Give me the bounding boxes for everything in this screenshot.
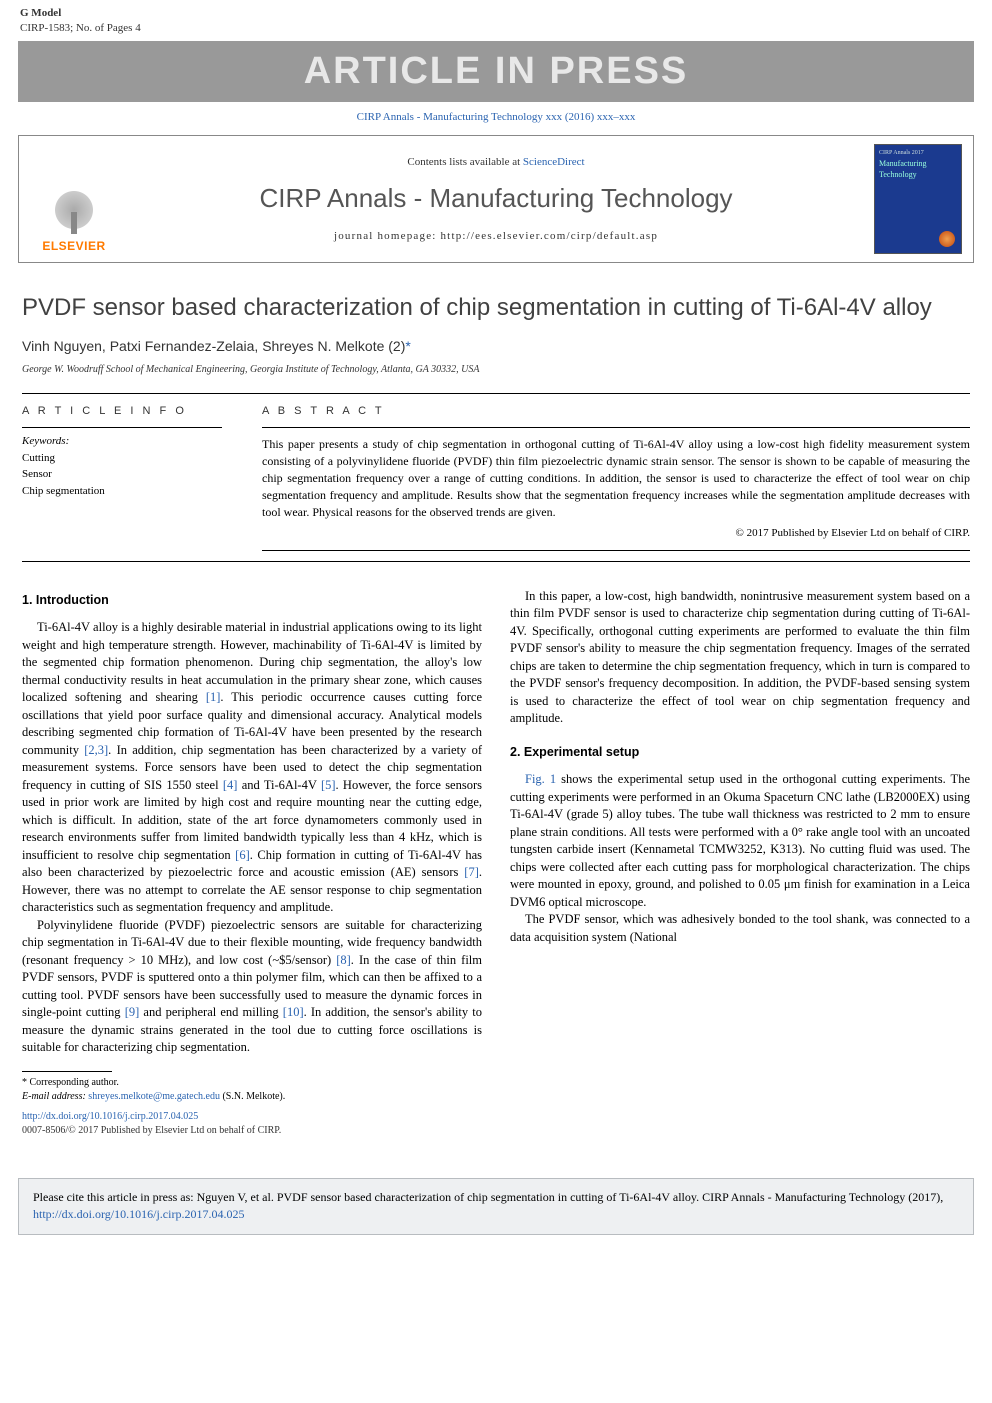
citation-link[interactable]: [7] — [464, 865, 479, 879]
doi-link[interactable]: http://dx.doi.org/10.1016/j.cirp.2017.04… — [22, 1110, 482, 1124]
citation-link[interactable]: [8] — [336, 953, 351, 967]
journal-name: CIRP Annals - Manufacturing Technology — [137, 180, 855, 216]
rule-mid — [22, 561, 970, 562]
article-title: PVDF sensor based characterization of ch… — [22, 293, 970, 323]
contents-available-line: Contents lists available at ScienceDirec… — [137, 155, 855, 170]
cover-line3: Technology — [879, 171, 957, 180]
publisher-logo-area: ELSEVIER — [19, 136, 129, 262]
article-info-heading: A R T I C L E I N F O — [22, 404, 222, 419]
elsevier-tree-icon — [44, 174, 104, 234]
citation-link[interactable]: [10] — [283, 1005, 304, 1019]
footnote-separator — [22, 1071, 112, 1072]
body-paragraph: Fig. 1 shows the experimental setup used… — [510, 771, 970, 911]
body-text: shows the experimental setup used in the… — [510, 772, 970, 909]
citation-link[interactable]: [1] — [206, 690, 221, 704]
journal-ref-line: CIRP Annals - Manufacturing Technology x… — [0, 110, 992, 125]
section-2-heading: 2. Experimental setup — [510, 744, 970, 762]
abstract-copyright: © 2017 Published by Elsevier Ltd on beha… — [262, 526, 970, 541]
figure-link[interactable]: Fig. 1 — [525, 772, 556, 786]
sciencedirect-link[interactable]: ScienceDirect — [523, 156, 585, 168]
corresponding-email-link[interactable]: shreyes.melkote@me.gatech.edu — [88, 1091, 220, 1102]
journal-header-center: Contents lists available at ScienceDirec… — [129, 136, 863, 262]
citation-link[interactable]: [5] — [321, 778, 336, 792]
citation-link[interactable]: [4] — [223, 778, 238, 792]
body-two-column: 1. Introduction Ti-6Al-4V alloy is a hig… — [22, 588, 970, 1138]
journal-cover-area: CIRP Annals 2017 Manufacturing Technolog… — [863, 136, 973, 262]
cite-text: Please cite this article in press as: Ng… — [33, 1190, 943, 1204]
elsevier-wordmark: ELSEVIER — [42, 238, 105, 255]
citation-link[interactable]: [6] — [235, 848, 250, 862]
body-paragraph: Polyvinylidene fluoride (PVDF) piezoelec… — [22, 917, 482, 1057]
info-abstract-row: A R T I C L E I N F O Keywords: Cutting … — [22, 404, 970, 551]
email-line: E-mail address: shreyes.melkote@me.gatec… — [22, 1090, 482, 1104]
abs-rule-top — [262, 427, 970, 428]
cover-line1: CIRP Annals 2017 — [879, 149, 957, 157]
cite-doi-link[interactable]: http://dx.doi.org/10.1016/j.cirp.2017.04… — [33, 1207, 244, 1221]
gmodel-id: CIRP-1583; No. of Pages 4 — [20, 22, 141, 34]
cover-globe-icon — [939, 231, 955, 247]
citation-link[interactable]: [2,3] — [84, 743, 108, 757]
citation-link[interactable]: [9] — [125, 1005, 140, 1019]
corresponding-author-note: * Corresponding author. — [22, 1076, 482, 1090]
keywords-list: Cutting Sensor Chip segmentation — [22, 450, 222, 500]
journal-cover-thumbnail: CIRP Annals 2017 Manufacturing Technolog… — [874, 144, 962, 254]
doi-url[interactable]: http://dx.doi.org/10.1016/j.cirp.2017.04… — [22, 1111, 198, 1122]
abstract-column: A B S T R A C T This paper presents a st… — [262, 404, 970, 551]
keyword-item: Cutting — [22, 450, 222, 467]
body-text: and peripheral end milling — [139, 1005, 283, 1019]
issn-copyright: 0007-8506/© 2017 Published by Elsevier L… — [22, 1124, 482, 1138]
gmodel-block: G Model CIRP-1583; No. of Pages 4 — [0, 0, 992, 39]
in-press-banner: ARTICLE IN PRESS — [18, 41, 974, 102]
body-text: and Ti-6Al-4V — [237, 778, 321, 792]
info-rule — [22, 427, 222, 428]
corresponding-mark: * — [405, 338, 410, 354]
gmodel-label: G Model — [20, 7, 61, 19]
contents-prefix: Contents lists available at — [407, 156, 522, 168]
footnotes-block: * Corresponding author. E-mail address: … — [22, 1076, 482, 1104]
keyword-item: Sensor — [22, 466, 222, 483]
keyword-item: Chip segmentation — [22, 483, 222, 500]
abs-rule-bot — [262, 550, 970, 551]
body-paragraph: In this paper, a low-cost, high bandwidt… — [510, 588, 970, 728]
authors-text: Vinh Nguyen, Patxi Fernandez-Zelaia, Shr… — [22, 338, 405, 354]
body-paragraph: The PVDF sensor, which was adhesively bo… — [510, 911, 970, 946]
journal-homepage: journal homepage: http://ees.elsevier.co… — [137, 229, 855, 244]
abstract-text: This paper presents a study of chip segm… — [262, 436, 970, 520]
email-tail: (S.N. Melkote). — [220, 1091, 285, 1102]
keywords-label: Keywords: — [22, 434, 222, 449]
abstract-heading: A B S T R A C T — [262, 404, 970, 419]
cover-line2: Manufacturing — [879, 160, 957, 169]
rule-top — [22, 393, 970, 394]
body-paragraph: Ti-6Al-4V alloy is a highly desirable ma… — [22, 619, 482, 917]
article-info-column: A R T I C L E I N F O Keywords: Cutting … — [22, 404, 222, 551]
journal-header-box: ELSEVIER Contents lists available at Sci… — [18, 135, 974, 263]
email-label: E-mail address: — [22, 1091, 88, 1102]
affiliation: George W. Woodruff School of Mechanical … — [22, 363, 970, 377]
section-1-heading: 1. Introduction — [22, 592, 482, 610]
cite-in-press-box: Please cite this article in press as: Ng… — [18, 1178, 974, 1235]
article-content: PVDF sensor based characterization of ch… — [0, 293, 992, 1157]
author-list: Vinh Nguyen, Patxi Fernandez-Zelaia, Shr… — [22, 337, 970, 357]
